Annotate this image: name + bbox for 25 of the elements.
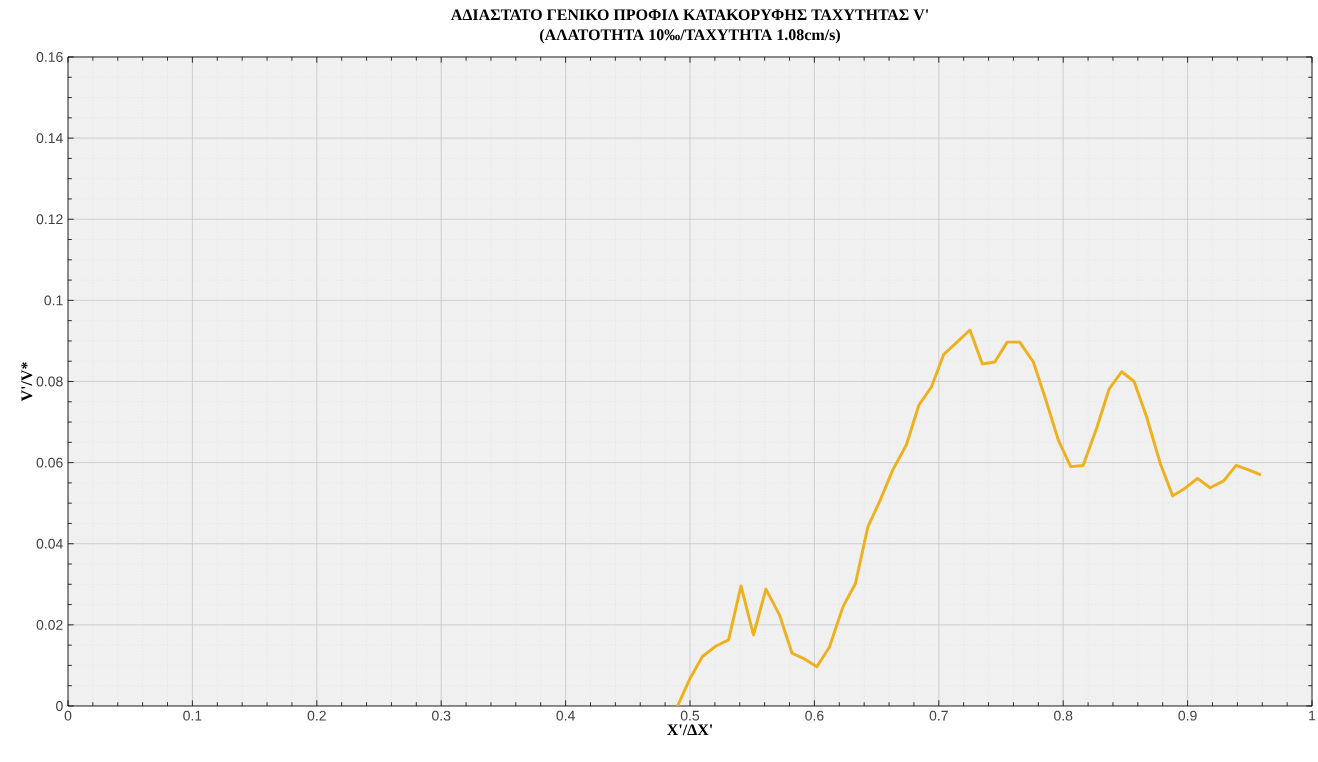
x-tick-label: 1 — [1309, 710, 1316, 721]
y-tick-label: 0.12 — [36, 214, 63, 225]
y-tick-label: 0.04 — [36, 538, 63, 549]
x-tick-label: 0.1 — [183, 710, 202, 721]
y-tick-label: 0.08 — [36, 376, 63, 387]
x-tick-label: 0.8 — [1054, 710, 1073, 721]
x-tick-label: 0.7 — [929, 710, 948, 721]
x-tick-label: 0.2 — [307, 710, 326, 721]
x-tick-label: 0.6 — [805, 710, 824, 721]
x-tick-label: 0.3 — [432, 710, 451, 721]
y-axis-title: V'/V* — [21, 362, 33, 402]
x-axis-title: X'/ΔX' — [667, 724, 713, 736]
y-tick-label: 0.02 — [36, 619, 63, 630]
y-tick-label: 0.14 — [36, 133, 63, 144]
y-tick-label: 0.16 — [36, 52, 63, 62]
y-tick-label: 0 — [56, 701, 63, 711]
y-tick-label: 0.1 — [44, 295, 63, 306]
x-tick-label: 0.9 — [1178, 710, 1197, 721]
x-tick-label: 0.5 — [680, 710, 700, 721]
y-tick-label: 0.06 — [36, 457, 63, 468]
x-tick-label: 0.4 — [556, 710, 575, 721]
chart-title: ΑΔΙΑΣΤΑΤΟ ΓΕΝΙΚΟ ΠΡΟΦΙΛ ΚΑΤΑΚΟΡΥΦΗΣ ΤΑΧΥΤΗΤΑΣ V' — [450, 9, 928, 21]
line-series — [676, 328, 1263, 706]
x-tick-label: 0 — [64, 710, 72, 721]
chart-subtitle: (ΑΛΑΤΟΤΗΤΑ 10‰/ΤΑΧΥΤΗΤΑ 1.08cm/s) — [540, 28, 840, 44]
